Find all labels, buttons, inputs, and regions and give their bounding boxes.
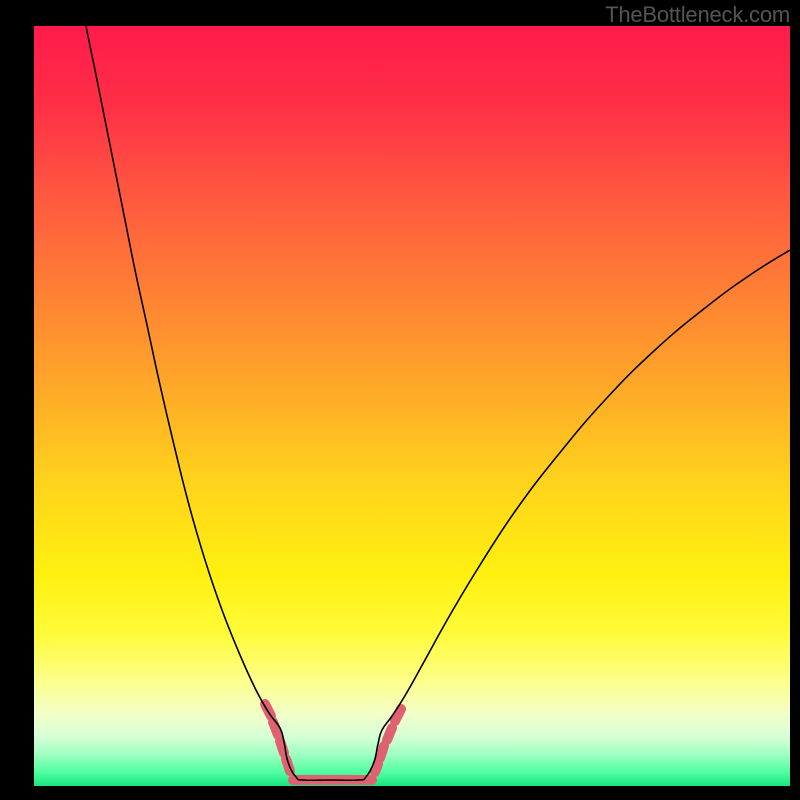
chart-svg — [34, 26, 790, 786]
wall-dash — [375, 764, 378, 772]
wall-dash — [380, 746, 384, 758]
plot-area — [34, 26, 790, 786]
gradient-background — [34, 26, 790, 786]
watermark-text: TheBottleneck.com — [605, 2, 790, 28]
wall-dash — [387, 728, 392, 740]
